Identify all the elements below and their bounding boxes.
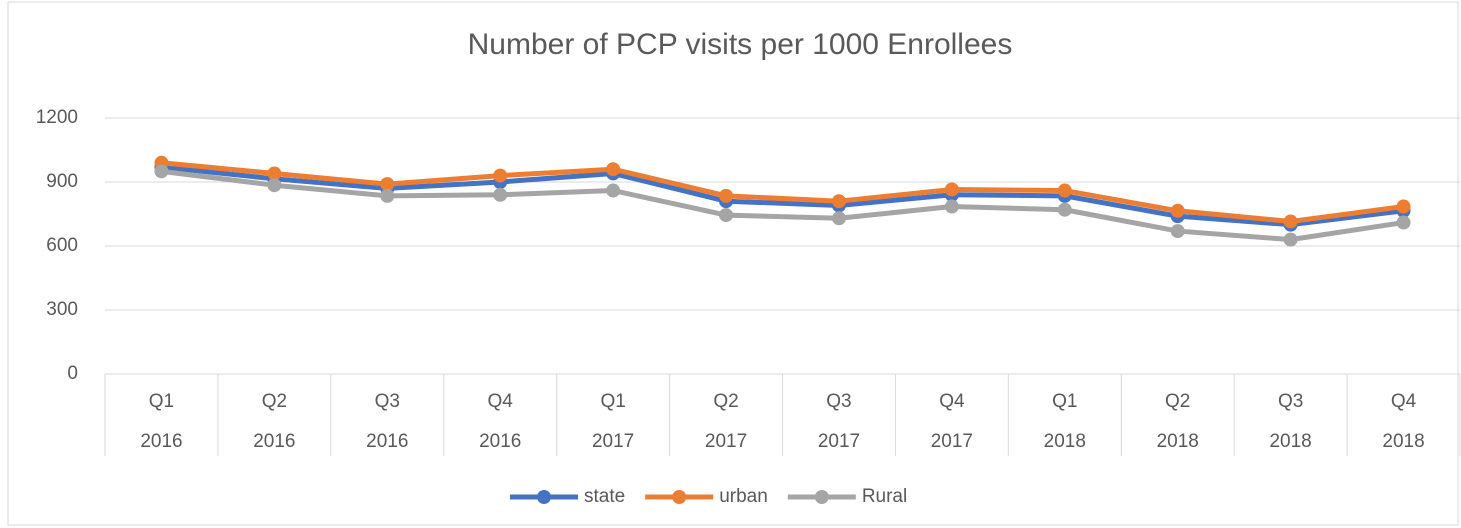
point (1057, 183, 1072, 198)
point (944, 182, 959, 197)
point (380, 177, 395, 192)
x-tick-label: 2017 (818, 431, 860, 452)
x-tick-label: 2018 (1044, 431, 1086, 452)
point (267, 166, 282, 181)
x-tick-label: Q1 (1052, 391, 1077, 412)
x-tick-label: 2017 (931, 431, 973, 452)
legend-marker (537, 490, 551, 504)
x-tick-label: 2017 (705, 431, 747, 452)
legend-marker (814, 490, 829, 504)
y-tick-label: 900 (46, 171, 78, 192)
x-tick-label: 2016 (479, 431, 521, 452)
point (267, 178, 282, 193)
y-tick-label: 0 (67, 363, 78, 384)
x-tick-label: Q2 (713, 391, 738, 412)
x-tick-label: Q3 (826, 391, 851, 412)
series-line (161, 168, 1404, 243)
x-tick-label: 2016 (366, 431, 408, 452)
point (380, 188, 395, 203)
legend-marker (672, 490, 687, 504)
x-tick-label: 2016 (253, 431, 295, 452)
x-tick-label: Q1 (600, 391, 625, 412)
point (1283, 232, 1298, 247)
point (1283, 214, 1298, 229)
series-line (161, 164, 1404, 228)
x-tick-label: Q4 (939, 391, 965, 412)
y-tick-label: 1200 (36, 107, 78, 128)
x-tick-label: Q4 (488, 391, 514, 412)
point (944, 199, 959, 214)
point (831, 211, 846, 226)
point (606, 183, 621, 198)
chart-title: Number of PCP visits per 1000 Enrollees (468, 28, 1013, 61)
point (606, 162, 621, 177)
point (1170, 203, 1185, 218)
x-tick-label: Q3 (1278, 391, 1303, 412)
point (154, 164, 169, 179)
x-tick-label: Q1 (149, 391, 174, 412)
point (1396, 215, 1411, 230)
x-tick-label: 2016 (140, 431, 182, 452)
legend-label: urban (719, 486, 768, 507)
point (1396, 199, 1411, 214)
point (719, 188, 734, 203)
legend-label: state (584, 486, 625, 507)
series-line (161, 160, 1404, 224)
y-tick-label: 600 (46, 235, 78, 256)
x-tick-label: 2018 (1269, 431, 1311, 452)
x-tick-label: Q2 (1165, 391, 1190, 412)
x-tick-label: Q4 (1391, 391, 1417, 412)
x-tick-label: 2017 (592, 431, 634, 452)
point (1057, 202, 1072, 217)
x-tick-label: 2018 (1157, 431, 1199, 452)
x-tick-label: Q2 (262, 391, 287, 412)
chart-border (7, 1, 1459, 526)
point (1170, 224, 1185, 239)
point (493, 187, 508, 202)
y-tick-label: 300 (46, 299, 78, 320)
x-tick-label: Q3 (375, 391, 400, 412)
point (831, 194, 846, 209)
legend-label: Rural (862, 486, 907, 507)
point (493, 168, 508, 183)
point (719, 208, 734, 223)
x-tick-label: 2018 (1382, 431, 1424, 452)
